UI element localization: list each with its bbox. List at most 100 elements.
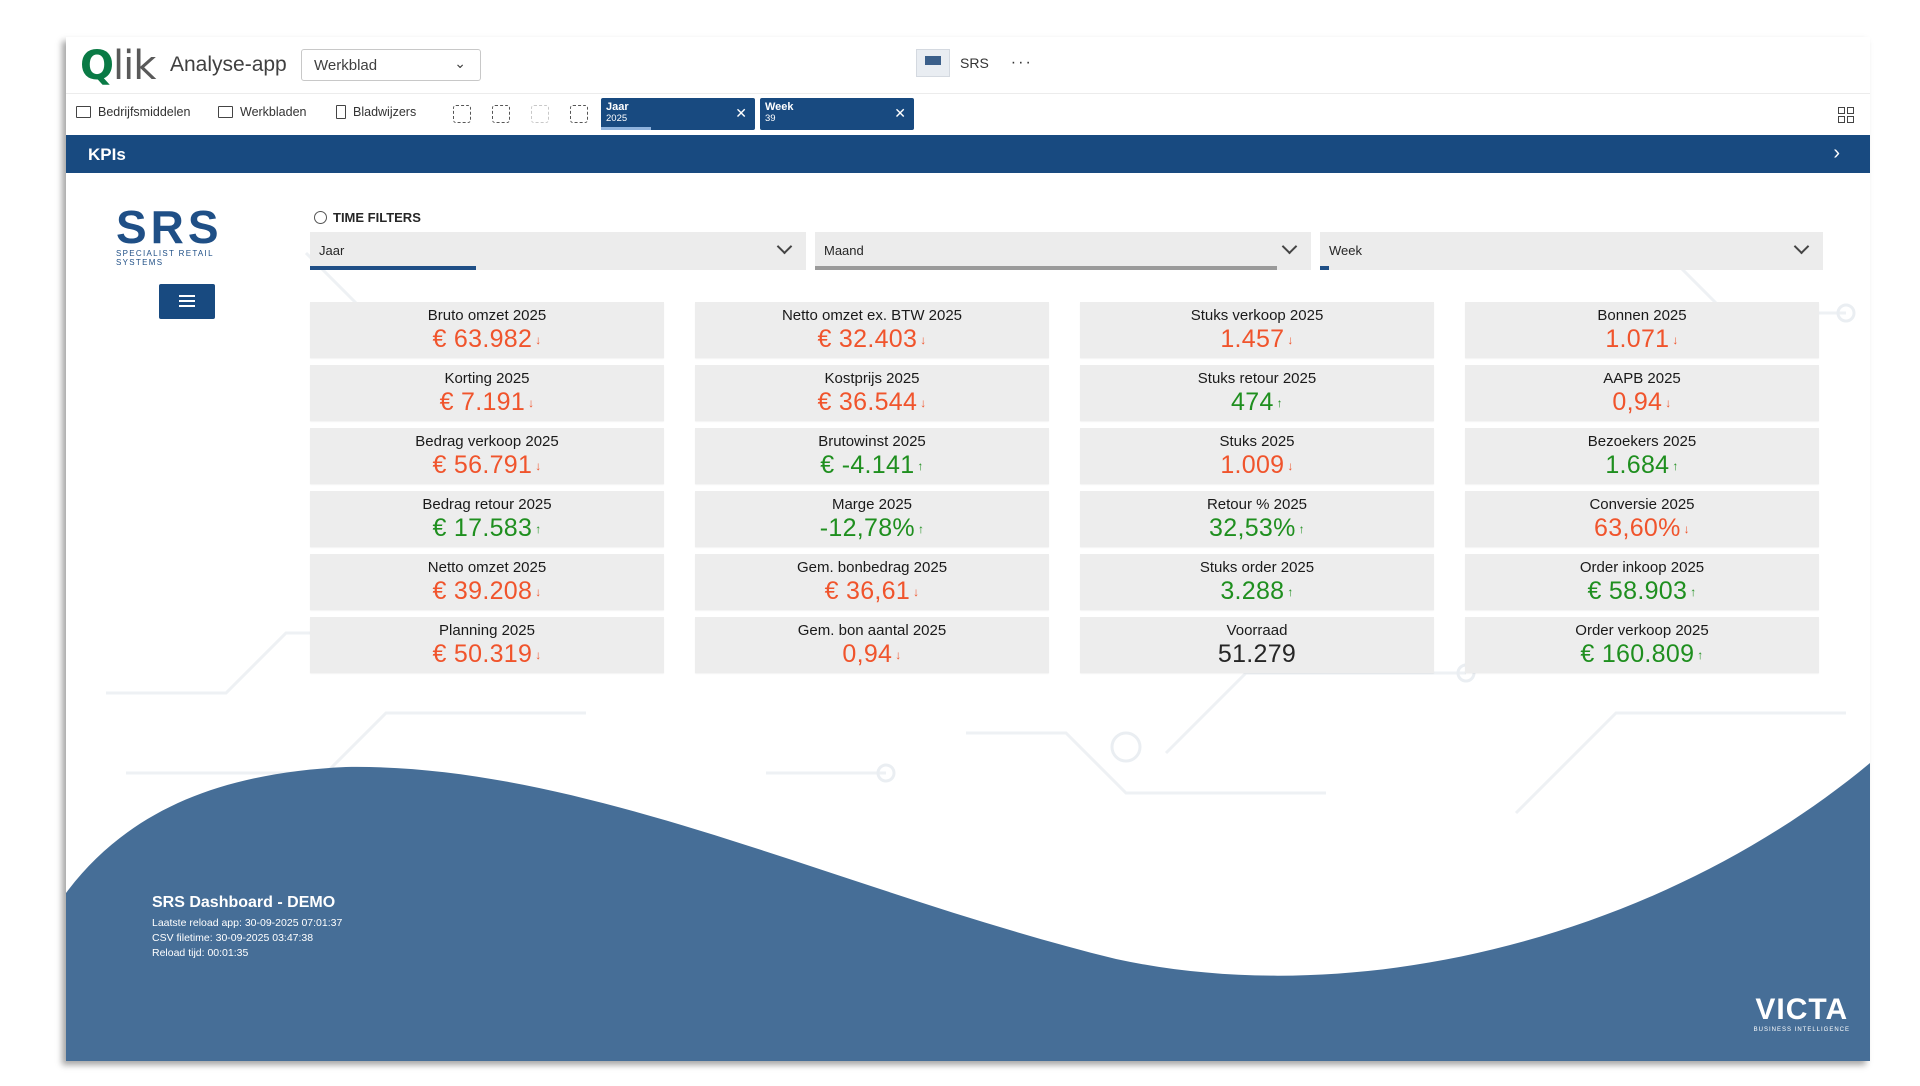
- victa-logo-sub: BUSINESS INTELLIGENCE: [1753, 1027, 1850, 1033]
- kpi-tile[interactable]: Bedrag retour 2025 € 17.583 ↑: [310, 491, 664, 547]
- kpi-value-row: 32,53% ↑: [1080, 514, 1434, 543]
- qlik-logo[interactable]: Qlik: [80, 43, 156, 89]
- kpi-tile[interactable]: Stuks retour 2025 474 ↑: [1080, 365, 1434, 421]
- kpi-value-row: -12,78% ↑: [695, 514, 1049, 543]
- kpi-value-row: € 39.208 ↓: [310, 577, 664, 606]
- filter-selection-bar: [310, 266, 476, 270]
- selection-field: Week: [765, 101, 794, 113]
- victa-logo: VICTA BUSINESS INTELLIGENCE: [1754, 993, 1850, 1033]
- kpi-value: 32,53%: [1209, 514, 1296, 542]
- arrow-down-icon: ↓: [920, 333, 927, 347]
- kpi-tile[interactable]: Kostprijs 2025 € 36.544 ↓: [695, 365, 1049, 421]
- kpi-label: Korting 2025: [444, 370, 530, 387]
- kpi-tile[interactable]: Bonnen 2025 1.071 ↓: [1465, 302, 1819, 358]
- kpi-value-row: 51.279: [1080, 640, 1434, 669]
- more-options-icon[interactable]: ···: [1010, 54, 1033, 71]
- current-app[interactable]: SRS ···: [916, 49, 1033, 77]
- kpi-label: Gem. bonbedrag 2025: [796, 559, 948, 576]
- kpi-value: € 39.208: [432, 577, 533, 605]
- app-thumbnail: [916, 49, 950, 77]
- toolbar: Bedrijfsmiddelen Werkbladen Bladwijzers …: [66, 93, 1870, 135]
- kpi-label: Stuks 2025: [1219, 433, 1295, 450]
- kpi-tile[interactable]: Korting 2025 € 7.191 ↓: [310, 365, 664, 421]
- kpi-tile[interactable]: Stuks verkoop 2025 1.457 ↓: [1080, 302, 1434, 358]
- kpi-label: Bruto omzet 2025: [427, 307, 547, 324]
- clock-icon: [314, 211, 327, 224]
- kpi-value: € -4.141: [820, 451, 915, 479]
- kpi-tile[interactable]: Planning 2025 € 50.319 ↓: [310, 617, 664, 673]
- kpi-tile[interactable]: Bedrag verkoop 2025 € 56.791 ↓: [310, 428, 664, 484]
- kpi-label: Stuks verkoop 2025: [1190, 307, 1324, 324]
- selections-tool-icon[interactable]: [492, 105, 510, 123]
- close-icon[interactable]: ✕: [894, 105, 906, 121]
- smart-search-icon[interactable]: [453, 105, 471, 123]
- kpi-value: 3.288: [1220, 577, 1285, 605]
- kpi-tile[interactable]: Bruto omzet 2025 € 63.982 ↓: [310, 302, 664, 358]
- app-window: Qlik Analyse-app Werkblad ⌄ SRS ··· Bedr…: [66, 37, 1870, 1061]
- kpi-tile[interactable]: AAPB 2025 0,94 ↓: [1465, 365, 1819, 421]
- kpi-label: AAPB 2025: [1603, 370, 1681, 387]
- grid-menu-icon[interactable]: [1838, 107, 1856, 125]
- kpi-tile[interactable]: Order inkoop 2025 € 58.903 ↑: [1465, 554, 1819, 610]
- kpi-label: Marge 2025: [831, 496, 913, 513]
- kpi-tile[interactable]: Gem. bonbedrag 2025 € 36,61 ↓: [695, 554, 1049, 610]
- selection-chip-week[interactable]: Week 39 ✕: [760, 98, 914, 130]
- sheet-title-bar: KPIs ›: [66, 135, 1870, 173]
- kpi-tile[interactable]: Conversie 2025 63,60% ↓: [1465, 491, 1819, 547]
- selection-field: Jaar: [606, 101, 629, 113]
- kpi-value-row: € 160.809 ↑: [1465, 640, 1819, 669]
- arrow-down-icon: ↓: [535, 648, 542, 662]
- kpi-tile[interactable]: Gem. bon aantal 2025 0,94 ↓: [695, 617, 1049, 673]
- close-icon[interactable]: ✕: [735, 105, 747, 121]
- sheet-dropdown-label: Werkblad: [314, 57, 378, 74]
- sheet-dropdown[interactable]: Werkblad ⌄: [301, 49, 481, 81]
- kpi-value-row: € 63.982 ↓: [310, 325, 664, 354]
- kpi-tile[interactable]: Bezoekers 2025 1.684 ↑: [1465, 428, 1819, 484]
- filter-jaar[interactable]: Jaar: [310, 232, 806, 270]
- kpi-value-row: € 17.583 ↑: [310, 514, 664, 543]
- arrow-down-icon: ↓: [528, 396, 535, 410]
- kpi-tile[interactable]: Marge 2025 -12,78% ↑: [695, 491, 1049, 547]
- selection-bar: [601, 127, 651, 130]
- filter-week[interactable]: Week: [1320, 232, 1823, 270]
- selection-chip-jaar[interactable]: Jaar 2025 ✕: [601, 98, 755, 130]
- kpi-tile[interactable]: Netto omzet ex. BTW 2025 € 32.403 ↓: [695, 302, 1049, 358]
- kpi-tile[interactable]: Stuks order 2025 3.288 ↑: [1080, 554, 1434, 610]
- assets-button[interactable]: Bedrijfsmiddelen: [76, 105, 190, 119]
- kpi-label: Bezoekers 2025: [1587, 433, 1697, 450]
- arrow-down-icon: ↓: [535, 333, 542, 347]
- step-back-icon: [531, 105, 549, 123]
- clear-selections-icon[interactable]: [570, 105, 588, 123]
- srs-logo-text: SRS: [116, 201, 223, 253]
- footer-info: SRS Dashboard - DEMO Laatste reload app:…: [152, 894, 342, 961]
- kpi-label: Stuks order 2025: [1199, 559, 1315, 576]
- top-bar: Qlik Analyse-app Werkblad ⌄ SRS ···: [66, 37, 1870, 93]
- arrow-up-icon: ↑: [1697, 648, 1704, 662]
- sheets-button[interactable]: Werkbladen: [218, 105, 306, 119]
- app-name: Analyse-app: [170, 53, 287, 76]
- kpi-label: Bonnen 2025: [1597, 307, 1687, 324]
- kpi-value: 51.279: [1217, 640, 1297, 668]
- menu-button[interactable]: [159, 284, 215, 319]
- kpi-label: Stuks retour 2025: [1197, 370, 1317, 387]
- filter-maand[interactable]: Maand: [815, 232, 1311, 270]
- kpi-value-row: 1.009 ↓: [1080, 451, 1434, 480]
- kpi-tile[interactable]: Order verkoop 2025 € 160.809 ↑: [1465, 617, 1819, 673]
- chevron-right-icon[interactable]: ›: [1833, 142, 1840, 164]
- kpi-tile[interactable]: Retour % 2025 32,53% ↑: [1080, 491, 1434, 547]
- kpi-value: € 36.544: [817, 388, 918, 416]
- kpi-value: 0,94: [1612, 388, 1663, 416]
- kpi-tile[interactable]: Voorraad 51.279: [1080, 617, 1434, 673]
- arrow-up-icon: ↑: [1276, 396, 1283, 410]
- bookmarks-button[interactable]: Bladwijzers: [336, 105, 416, 119]
- bookmarks-label: Bladwijzers: [353, 105, 417, 119]
- kpi-value: € 50.319: [432, 640, 533, 668]
- kpi-value: € 58.903: [1587, 577, 1688, 605]
- kpi-value-row: € 50.319 ↓: [310, 640, 664, 669]
- kpi-value: € 17.583: [432, 514, 533, 542]
- kpi-label: Kostprijs 2025: [824, 370, 920, 387]
- kpi-tile[interactable]: Brutowinst 2025 € -4.141 ↑: [695, 428, 1049, 484]
- wave-background: [66, 763, 1870, 1061]
- kpi-tile[interactable]: Stuks 2025 1.009 ↓: [1080, 428, 1434, 484]
- kpi-tile[interactable]: Netto omzet 2025 € 39.208 ↓: [310, 554, 664, 610]
